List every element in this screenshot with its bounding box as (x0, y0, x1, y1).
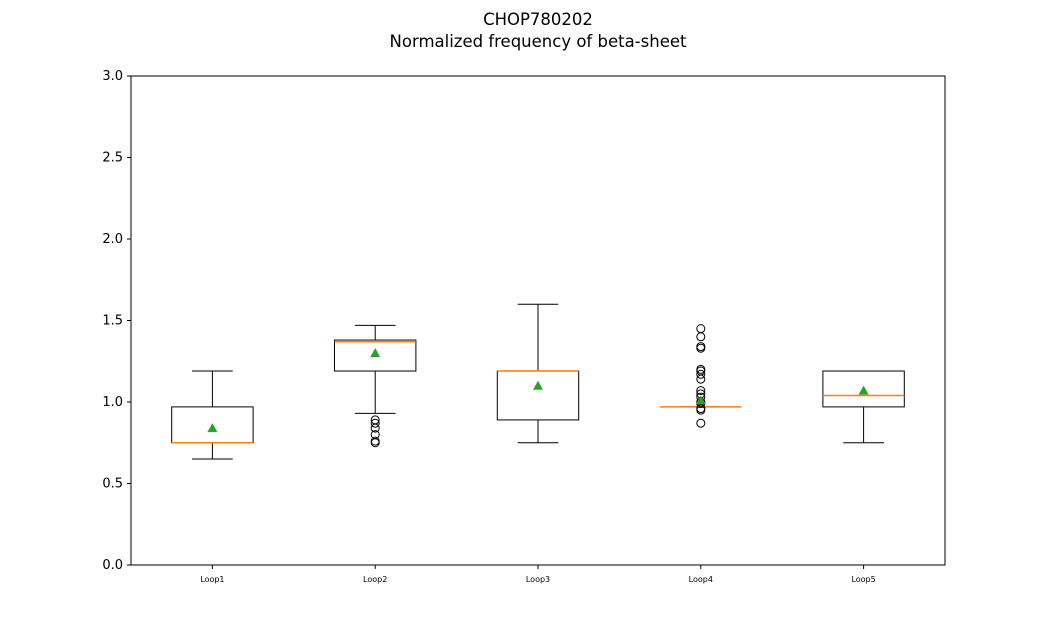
chart-title: CHOP780202 (483, 10, 593, 29)
y-tick-label: 2.0 (102, 232, 123, 247)
y-tick-label: 3.0 (102, 69, 123, 84)
box (496, 370, 580, 421)
x-tick-label: Loop2 (363, 575, 387, 584)
outlier-point (696, 418, 706, 428)
y-tick-label: 0.5 (102, 477, 123, 492)
mean-marker (370, 348, 381, 358)
outlier-point (696, 332, 706, 342)
outlier-point (370, 418, 380, 428)
mean-marker (207, 423, 218, 433)
outlier-point (696, 364, 706, 374)
x-tick-label: Loop5 (851, 575, 875, 584)
y-tick-label: 1.0 (102, 395, 123, 410)
x-tick-label: Loop3 (526, 575, 550, 584)
outlier-point (696, 404, 706, 414)
x-tick-label: Loop1 (200, 575, 224, 584)
mean-marker (858, 385, 869, 395)
plot-frame (130, 75, 946, 566)
y-tick-label: 2.5 (102, 151, 123, 166)
y-tick-label: 1.5 (102, 314, 123, 329)
box (822, 370, 905, 408)
outlier-point (696, 324, 706, 334)
mean-marker (695, 395, 706, 405)
y-tick-label: 0.0 (102, 558, 123, 573)
chart-title-block: CHOP780202 Normalized frequency of beta-… (0, 9, 1050, 53)
outlier-point (696, 374, 706, 384)
mean-marker (533, 380, 543, 390)
outlier-point (370, 430, 380, 440)
chart-subtitle: Normalized frequency of beta-sheet (389, 32, 687, 51)
outlier-point (696, 342, 706, 352)
outlier-point (696, 369, 706, 379)
x-tick-label: Loop4 (689, 575, 713, 584)
outlier-point (696, 386, 706, 396)
box (334, 339, 417, 372)
outlier-point (370, 415, 380, 425)
outlier-point (370, 436, 380, 446)
